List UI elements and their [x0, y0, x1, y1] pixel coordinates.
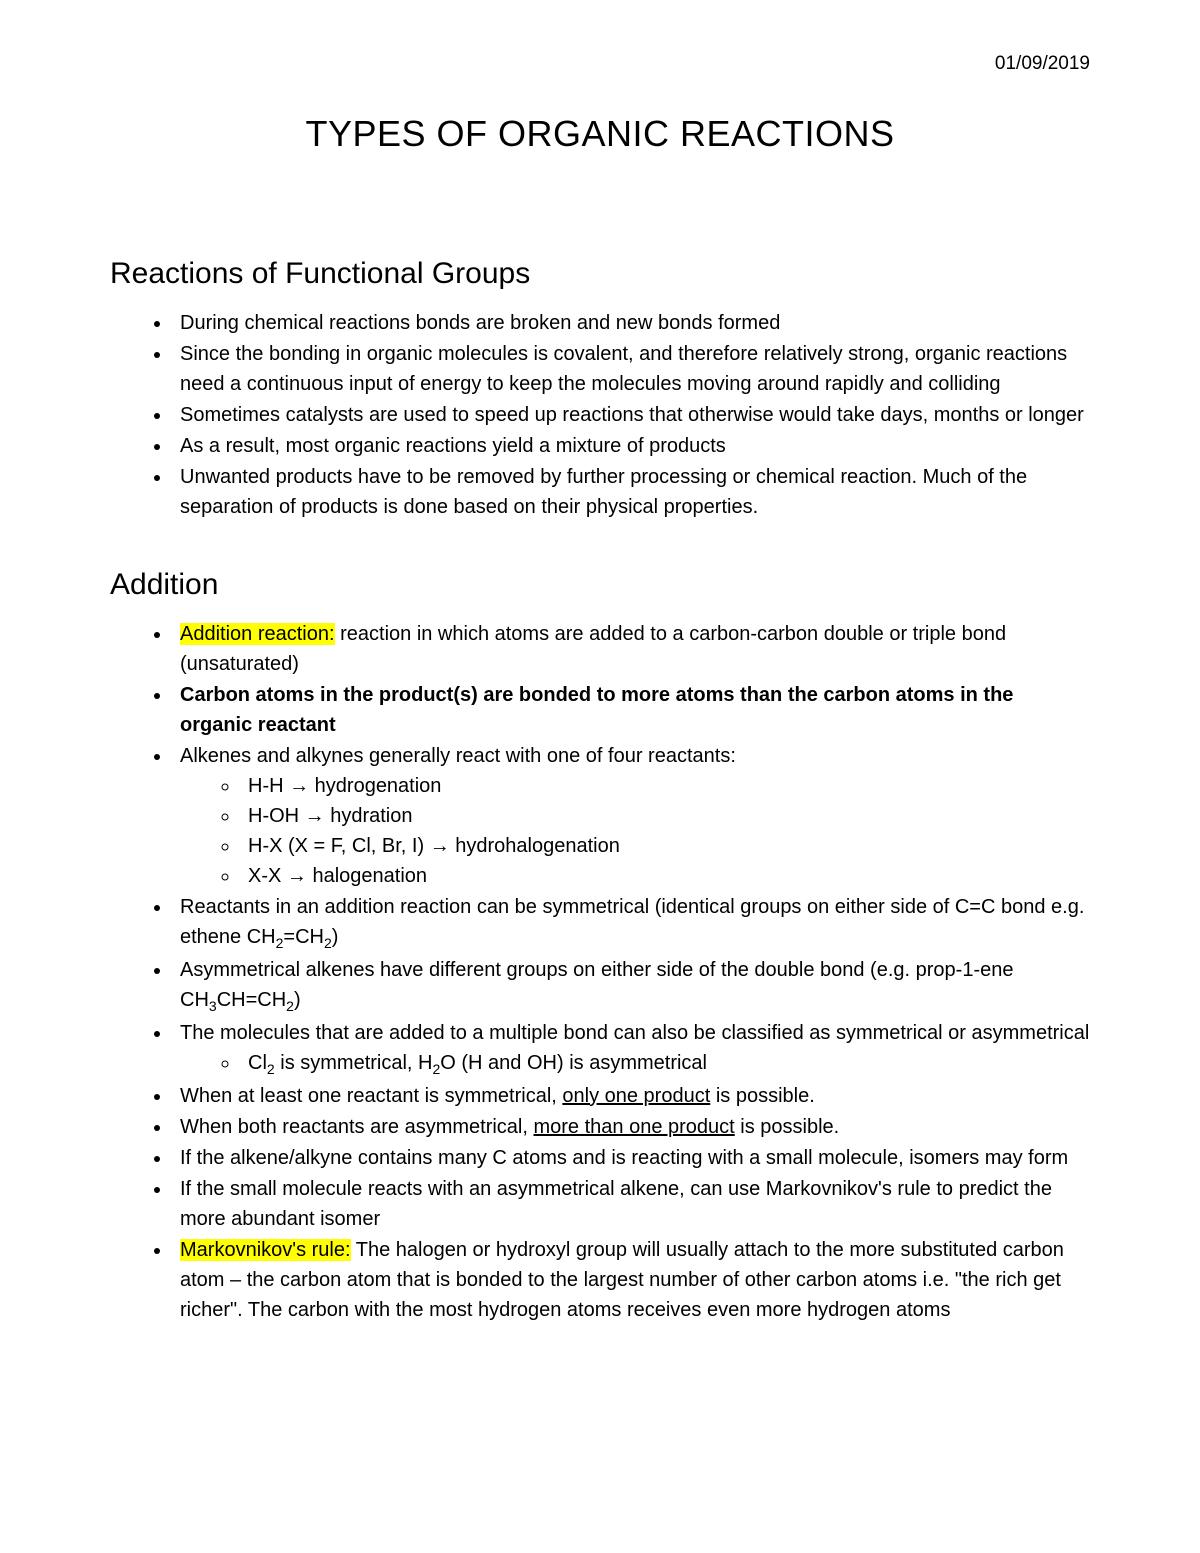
underline-text: more than one product — [533, 1116, 734, 1138]
list-item: The molecules that are added to a multip… — [172, 1018, 1090, 1080]
list-item: When at least one reactant is symmetrica… — [172, 1081, 1090, 1111]
text: =CH — [283, 926, 324, 948]
text: ) — [332, 926, 339, 948]
reactants-sublist: H-H → hydrogenation H-OH → hydration H-X… — [180, 771, 1090, 891]
functional-groups-list: During chemical reactions bonds are brok… — [110, 308, 1090, 522]
text: is possible. — [735, 1116, 840, 1138]
list-item: During chemical reactions bonds are brok… — [172, 308, 1090, 338]
list-item: If the small molecule reacts with an asy… — [172, 1174, 1090, 1234]
list-item: Addition reaction: reaction in which ato… — [172, 619, 1090, 679]
list-item: X-X → halogenation — [240, 861, 1090, 891]
list-item: Alkenes and alkynes generally react with… — [172, 741, 1090, 891]
bold-text: Carbon atoms in the product(s) are bonde… — [180, 684, 1013, 736]
subscript: 2 — [324, 935, 332, 951]
addition-list: Addition reaction: reaction in which ato… — [110, 619, 1090, 1325]
list-item: When both reactants are asymmetrical, mo… — [172, 1112, 1090, 1142]
subscript: 2 — [267, 1061, 275, 1077]
text: CH=CH — [217, 989, 286, 1011]
text: When both reactants are asymmetrical, — [180, 1116, 533, 1138]
document-date: 01/09/2019 — [110, 50, 1090, 79]
list-item: Asymmetrical alkenes have different grou… — [172, 955, 1090, 1017]
underline-text: only one product — [562, 1085, 710, 1107]
section-heading-functional-groups: Reactions of Functional Groups — [110, 251, 1090, 296]
text: Asymmetrical alkenes have different grou… — [180, 959, 1013, 1011]
list-item: If the alkene/alkyne contains many C ato… — [172, 1143, 1090, 1173]
text: is symmetrical, H — [275, 1052, 433, 1074]
text: is possible. — [710, 1085, 815, 1107]
section-heading-addition: Addition — [110, 562, 1090, 607]
list-item: Carbon atoms in the product(s) are bonde… — [172, 680, 1090, 740]
highlight-addition-reaction: Addition reaction: — [180, 623, 335, 645]
list-item: H-X (X = F, Cl, Br, I) → hydrohalogenati… — [240, 831, 1090, 861]
text: O (H and OH) is asymmetrical — [440, 1052, 707, 1074]
text: ) — [294, 989, 301, 1011]
subscript: 2 — [286, 998, 294, 1014]
text: Alkenes and alkynes generally react with… — [180, 745, 736, 767]
list-item: Markovnikov's rule: The halogen or hydro… — [172, 1235, 1090, 1325]
list-item: H-H → hydrogenation — [240, 771, 1090, 801]
list-item: Cl2 is symmetrical, H2O (H and OH) is as… — [240, 1048, 1090, 1080]
symmetry-sublist: Cl2 is symmetrical, H2O (H and OH) is as… — [180, 1048, 1090, 1080]
list-item: As a result, most organic reactions yiel… — [172, 431, 1090, 461]
list-item: Sometimes catalysts are used to speed up… — [172, 400, 1090, 430]
text: The molecules that are added to a multip… — [180, 1022, 1089, 1044]
list-item: Unwanted products have to be removed by … — [172, 462, 1090, 522]
subscript: 3 — [209, 998, 217, 1014]
list-item: Since the bonding in organic molecules i… — [172, 339, 1090, 399]
text: Cl — [248, 1052, 267, 1074]
document-title: TYPES OF ORGANIC REACTIONS — [110, 107, 1090, 161]
list-item: H-OH → hydration — [240, 801, 1090, 831]
list-item: Reactants in an addition reaction can be… — [172, 892, 1090, 954]
highlight-markovnikov: Markovnikov's rule: — [180, 1239, 351, 1261]
text: When at least one reactant is symmetrica… — [180, 1085, 562, 1107]
